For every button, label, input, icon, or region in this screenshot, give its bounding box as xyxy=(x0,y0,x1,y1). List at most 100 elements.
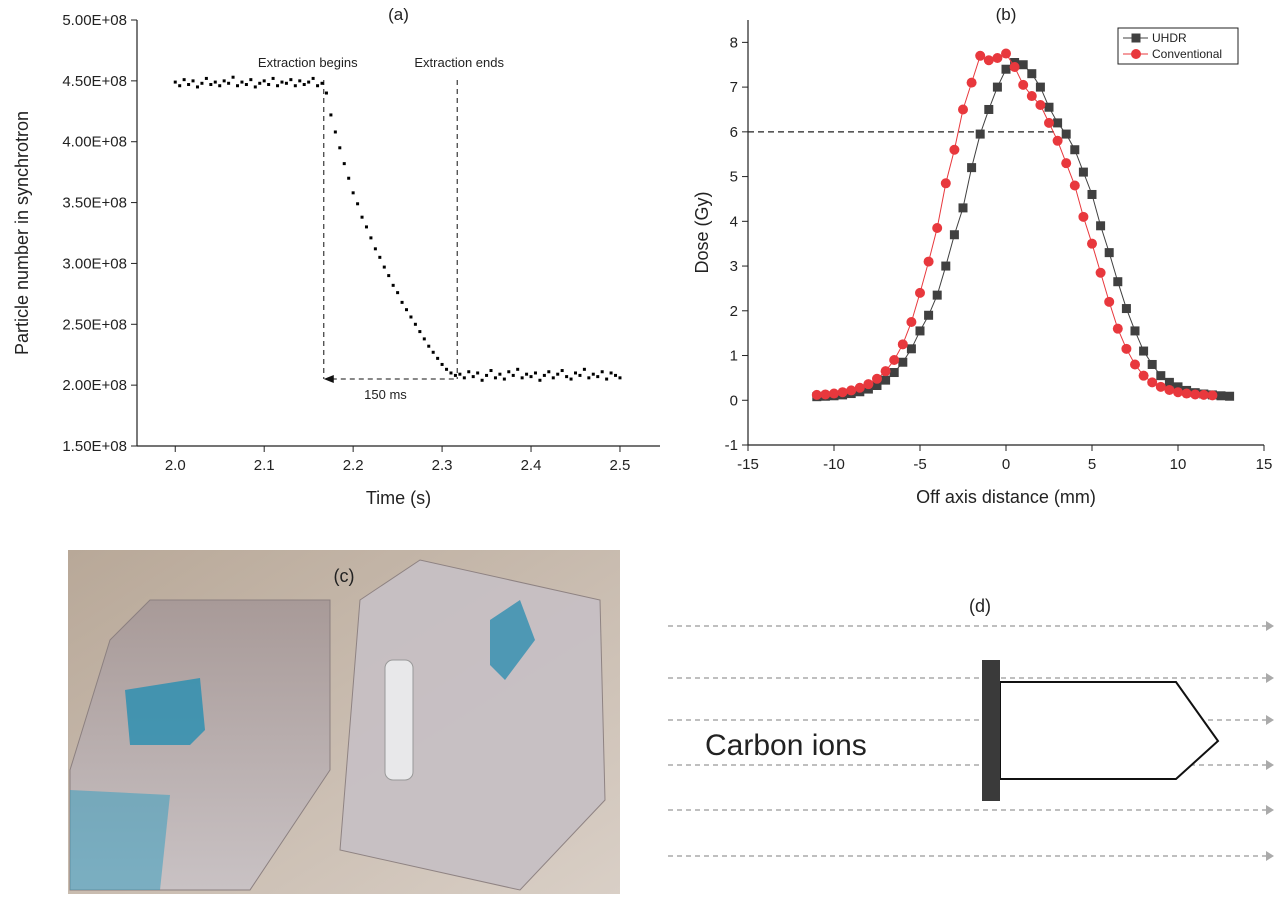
marker xyxy=(1112,323,1123,334)
x-tick-label: 2.3 xyxy=(432,457,453,474)
marker xyxy=(820,389,831,400)
marker xyxy=(941,261,951,271)
marker xyxy=(1173,387,1183,398)
cube-fill xyxy=(490,600,535,680)
marker xyxy=(889,355,900,365)
point xyxy=(213,80,217,84)
legend-marker xyxy=(1131,33,1141,43)
holder xyxy=(982,660,1000,801)
arrowheads xyxy=(1266,621,1274,861)
point xyxy=(458,372,462,376)
y-tick-label: 4.50E+08 xyxy=(62,73,127,90)
marker xyxy=(1155,381,1166,392)
point xyxy=(409,315,413,319)
x-tick-label: 0 xyxy=(1002,456,1010,473)
point xyxy=(333,130,337,134)
point xyxy=(574,371,578,375)
marker xyxy=(958,104,968,115)
point xyxy=(400,300,404,304)
point xyxy=(387,274,391,278)
point xyxy=(529,375,533,379)
point xyxy=(351,191,355,195)
x-tick-label: -15 xyxy=(737,456,759,473)
point xyxy=(453,373,457,377)
point xyxy=(240,80,244,84)
point xyxy=(591,372,595,376)
point xyxy=(360,215,364,219)
marker xyxy=(837,387,848,398)
marker xyxy=(898,357,908,367)
marker xyxy=(1138,370,1149,381)
legend-label: Conventional xyxy=(1152,47,1222,61)
marker xyxy=(1095,267,1106,278)
marker xyxy=(932,290,942,300)
point xyxy=(324,91,328,95)
point xyxy=(316,84,320,88)
marker xyxy=(992,53,1003,64)
marker xyxy=(1130,359,1140,370)
x-tick-label: 10 xyxy=(1170,456,1187,473)
photo: (c) xyxy=(68,550,620,894)
x-tick-label: 2.5 xyxy=(610,457,631,474)
marker xyxy=(846,385,857,396)
point xyxy=(476,371,480,375)
point xyxy=(373,247,377,251)
marker xyxy=(1069,180,1080,191)
marker xyxy=(1104,248,1114,258)
point xyxy=(493,376,497,380)
marker xyxy=(940,178,951,189)
point xyxy=(391,283,395,287)
point xyxy=(449,371,453,375)
marker xyxy=(1018,79,1029,90)
marker xyxy=(949,230,959,240)
x-tick-label: 2.1 xyxy=(254,457,275,474)
point xyxy=(218,84,222,88)
x-axis-label: Time (s) xyxy=(366,488,431,508)
point xyxy=(502,377,506,381)
point xyxy=(471,375,475,379)
point xyxy=(436,356,440,360)
point xyxy=(195,85,199,89)
marker xyxy=(1001,64,1011,74)
point xyxy=(191,79,195,83)
x-tick-label: -10 xyxy=(823,456,845,473)
marker xyxy=(1225,391,1235,401)
marker xyxy=(906,344,916,354)
marker xyxy=(1130,326,1140,336)
y-tick-label: 1 xyxy=(730,348,738,365)
point xyxy=(307,80,311,84)
point xyxy=(289,78,293,82)
point xyxy=(431,350,435,354)
marker xyxy=(949,144,960,155)
panel-label: (c) xyxy=(334,566,355,586)
marker xyxy=(1087,238,1097,249)
point xyxy=(569,377,573,381)
chart-title: (b) xyxy=(996,5,1017,24)
point xyxy=(609,371,613,375)
cube xyxy=(339,559,606,891)
point xyxy=(445,367,449,371)
point xyxy=(342,162,346,166)
point xyxy=(507,370,511,374)
marker xyxy=(975,50,986,61)
point xyxy=(204,76,208,80)
point xyxy=(249,78,253,82)
arrowhead xyxy=(1266,760,1274,770)
point xyxy=(382,265,386,269)
marker xyxy=(1052,135,1063,146)
y-tick-label: 4 xyxy=(730,213,738,230)
point xyxy=(489,369,493,373)
point xyxy=(284,81,288,85)
span-label: 150 ms xyxy=(364,387,407,402)
marker-label: Extraction ends xyxy=(414,55,504,70)
marker xyxy=(880,366,891,377)
x-tick-label: 5 xyxy=(1088,456,1096,473)
marker xyxy=(1035,100,1046,110)
arrowhead xyxy=(1266,805,1274,815)
point xyxy=(587,376,591,380)
point xyxy=(369,236,373,240)
y-tick-label: 3.00E+08 xyxy=(62,255,127,272)
point xyxy=(236,84,240,88)
arrowhead xyxy=(1266,673,1274,683)
point xyxy=(551,376,555,380)
